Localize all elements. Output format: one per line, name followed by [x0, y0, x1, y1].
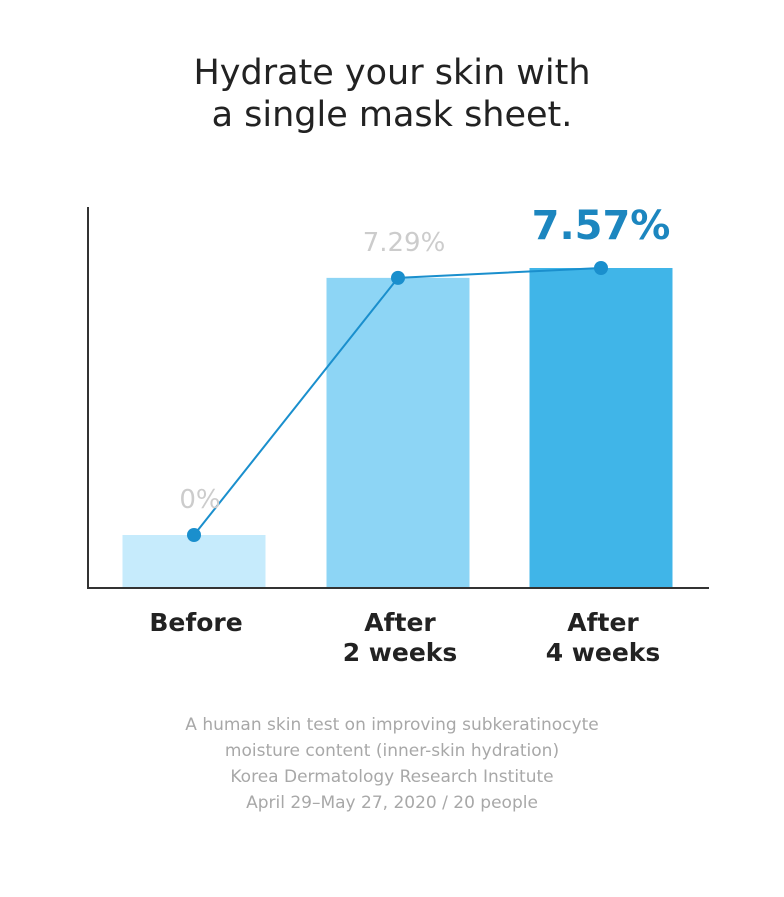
caption-line-3: Korea Dermatology Research Institute — [230, 767, 554, 787]
bar-2 — [326, 277, 470, 588]
caption-line-2: moisture content (inner-skin hydration) — [224, 741, 560, 761]
value-label-3: 7.57% — [532, 203, 671, 249]
trend-point-2 — [391, 270, 405, 285]
category-label-3-line-1: After — [567, 608, 639, 637]
bars-group — [122, 268, 673, 588]
bar-3 — [529, 268, 673, 588]
bar-1 — [122, 535, 266, 588]
category-label-2-line-2: 2 weeks — [343, 638, 458, 667]
chart-caption: A human skin test on improving subkerati… — [0, 712, 784, 816]
category-label-1-line-1: Before — [149, 608, 242, 637]
trend-point-1 — [187, 528, 201, 542]
value-label-2: 7.29% — [363, 228, 446, 258]
chart-title-line-1: Hydrate your skin with — [193, 53, 591, 93]
chart-title: Hydrate your skin with a single mask she… — [0, 52, 784, 136]
value-label-1: 0% — [179, 485, 220, 515]
value-labels-group: 0% 7.29% 7.57% — [179, 203, 670, 515]
trend-point-3 — [594, 261, 608, 275]
trend-line-group — [187, 261, 608, 542]
chart-title-line-2: a single mask sheet. — [211, 95, 573, 135]
caption-line-1: A human skin test on improving subkerati… — [185, 715, 599, 735]
axes-group — [87, 207, 709, 589]
category-label-3-line-2: 4 weeks — [546, 638, 661, 667]
caption-line-4: April 29–May 27, 2020 / 20 people — [246, 793, 538, 813]
category-label-2-line-1: After — [364, 608, 436, 637]
